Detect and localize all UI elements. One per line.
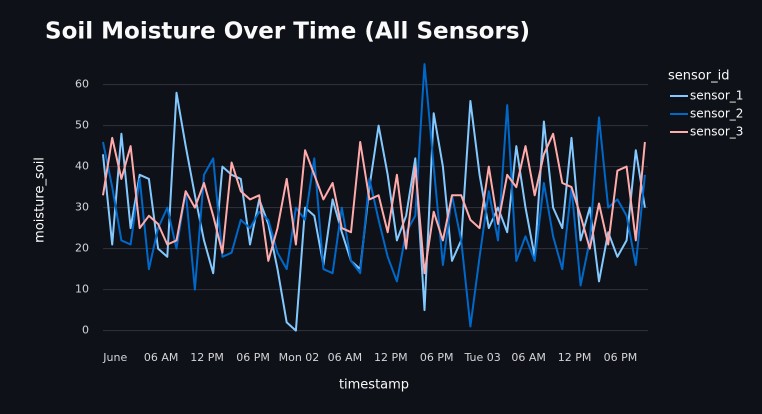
x-tick-label: 06 AM bbox=[511, 351, 546, 364]
y-tick-label: 20 bbox=[75, 242, 89, 255]
x-tick-label: 12 PM bbox=[558, 351, 592, 364]
x-tick-label: 06 PM bbox=[420, 351, 454, 364]
y-tick-label: 30 bbox=[75, 201, 89, 214]
y-axis-title: moisture_soil bbox=[33, 157, 48, 243]
series-line bbox=[102, 63, 646, 328]
x-tick-label: 06 AM bbox=[144, 351, 179, 364]
x-tick-label: 06 PM bbox=[236, 351, 270, 364]
x-tick-label: 06 PM bbox=[604, 351, 638, 364]
legend-label: sensor_1 bbox=[690, 89, 743, 103]
y-tick-label: 50 bbox=[75, 119, 89, 132]
legend-label: sensor_2 bbox=[690, 107, 743, 121]
x-tick-label: 06 AM bbox=[328, 351, 363, 364]
y-tick-label: 10 bbox=[75, 283, 89, 296]
y-tick-label: 60 bbox=[75, 78, 89, 91]
x-tick-label: 12 PM bbox=[190, 351, 224, 364]
x-tick-label: Tue 03 bbox=[464, 351, 501, 364]
series-line bbox=[102, 132, 646, 275]
chart-title: Soil Moisture Over Time (All Sensors) bbox=[45, 19, 530, 45]
x-tick-label: Mon 02 bbox=[279, 351, 320, 364]
legend-label: sensor_3 bbox=[690, 125, 743, 139]
x-axis-title: timestamp bbox=[339, 378, 409, 393]
y-tick-label: 0 bbox=[82, 324, 89, 337]
y-tick-label: 40 bbox=[75, 160, 89, 173]
x-tick-label: June bbox=[102, 351, 127, 364]
x-tick-label: 12 PM bbox=[374, 351, 408, 364]
legend-title: sensor_id bbox=[668, 69, 729, 84]
series-line bbox=[102, 91, 646, 332]
